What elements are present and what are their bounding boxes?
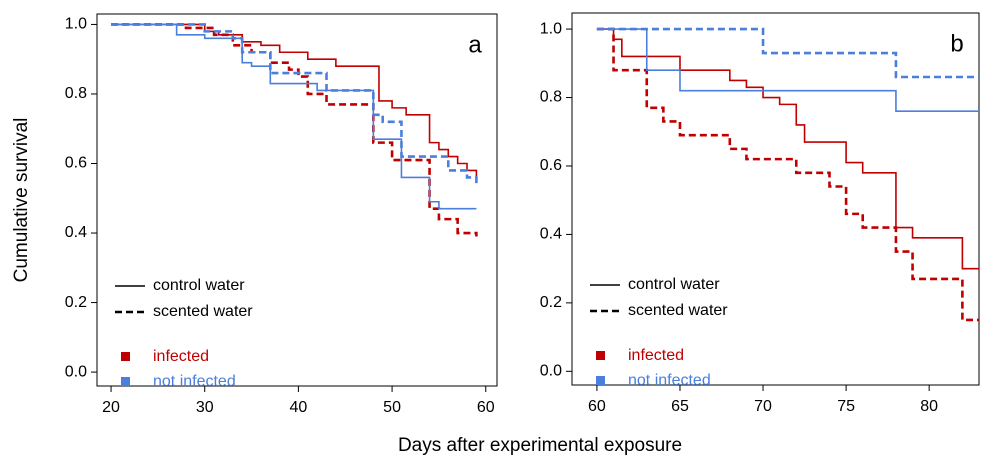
x-tick-label: 80: [920, 398, 938, 415]
x-tick-label: 30: [196, 399, 214, 416]
survival-curve: [596, 27, 979, 79]
x-tick-label: 75: [837, 398, 855, 415]
x-axis-label: Days after experimental exposure: [398, 435, 682, 456]
survival-curve: [111, 23, 478, 237]
legend-swatch: [596, 376, 605, 385]
x-tick-label: 65: [671, 398, 689, 415]
legend-label: infected: [153, 348, 209, 365]
y-tick-label: 1.0: [540, 20, 562, 37]
survival-curve: [596, 27, 979, 322]
legend-swatch: [121, 377, 130, 386]
x-tick-label: 60: [588, 398, 606, 415]
y-tick-label: 0.8: [65, 85, 87, 102]
x-tick-label: 40: [290, 399, 308, 416]
legend-label: control water: [153, 277, 245, 294]
legend-label: not infected: [628, 372, 711, 389]
panel-label: a: [468, 31, 482, 58]
plot-frame: [96, 13, 498, 387]
y-tick-label: 0.4: [540, 226, 562, 243]
y-tick-label: 0.0: [540, 363, 562, 380]
x-tick-label: 70: [754, 398, 772, 415]
survival-curve: [596, 28, 979, 113]
y-tick-label: 0.4: [65, 224, 87, 241]
y-tick-label: 0.2: [540, 294, 562, 311]
survival-curve: [596, 28, 979, 270]
legend-label: scented water: [153, 303, 253, 320]
y-tick-label: 0.6: [540, 157, 562, 174]
y-tick-label: 0.2: [65, 294, 87, 311]
y-axis-label: Cumulative survival: [11, 118, 32, 283]
panel-label: b: [950, 30, 963, 57]
legend-swatch: [596, 351, 605, 360]
legend-label: infected: [628, 347, 684, 364]
legend-label: control water: [628, 276, 720, 293]
x-tick-label: 20: [102, 399, 120, 416]
legend-swatch: [121, 352, 130, 361]
legend-label: not infected: [153, 373, 236, 390]
survival-curve: [111, 23, 477, 210]
plot-frame: [571, 12, 980, 386]
y-tick-label: 0.8: [540, 89, 562, 106]
survival-curve: [111, 23, 478, 185]
y-tick-label: 1.0: [65, 16, 87, 33]
legend-label: scented water: [628, 302, 728, 319]
x-tick-label: 60: [477, 399, 495, 416]
y-tick-label: 0.0: [65, 363, 87, 380]
x-tick-label: 50: [383, 399, 401, 416]
y-tick-label: 0.6: [65, 155, 87, 172]
